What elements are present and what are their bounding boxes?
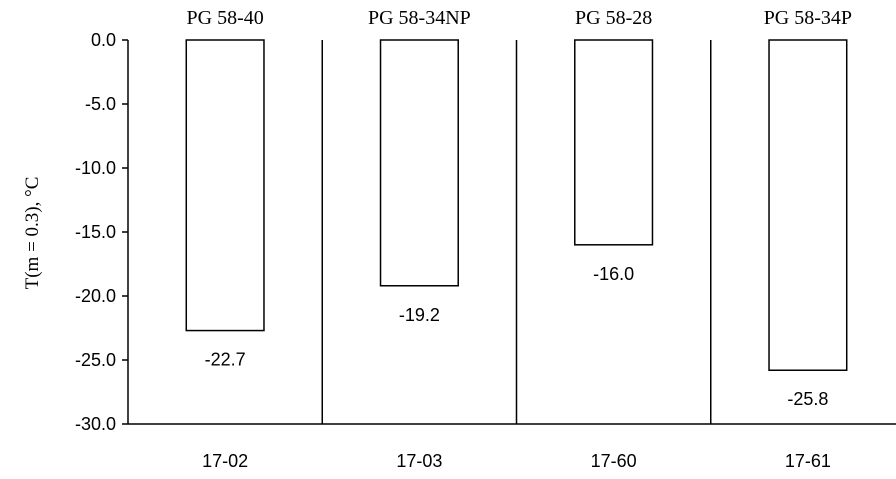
y-tick-label: 0.0 (91, 30, 116, 50)
x-tick-label: 17-61 (785, 451, 831, 471)
bar-17-60 (574, 39, 654, 246)
y-tick-label: -15.0 (75, 222, 116, 242)
group-label: PG 58-34P (764, 7, 852, 29)
bar-17-03 (379, 39, 459, 287)
group-dividers (321, 40, 712, 424)
data-label: -16.0 (593, 264, 634, 284)
x-tick-label: 17-03 (396, 451, 442, 471)
labels: -22.7 PG 58-40 17-02 -19.2 PG 58-34NP 17-03 -1… (187, 7, 853, 471)
bar-17-02 (185, 39, 265, 332)
x-tick-label: 17-60 (591, 451, 637, 471)
group-label: PG 58-28 (575, 7, 652, 29)
y-tick-label: -20.0 (75, 286, 116, 306)
y-tick-label: -10.0 (75, 158, 116, 178)
y-axis: 0.0 -5.0 -10.0 -15.0 -20.0 -25.0 -30.0 (75, 30, 896, 434)
group-label: PG 58-40 (187, 7, 264, 29)
y-axis-label: T(m = 0.3), °C (22, 177, 43, 290)
group-label: PG 58-34NP (368, 7, 471, 29)
bar-17-61 (768, 39, 848, 371)
data-label: -25.8 (787, 389, 828, 409)
x-tick-label: 17-02 (202, 451, 248, 471)
data-label: -22.7 (205, 350, 246, 370)
y-tick-label: -5.0 (85, 94, 116, 114)
bars (185, 39, 848, 371)
y-tick-label: -25.0 (75, 350, 116, 370)
y-tick-label: -30.0 (75, 414, 116, 434)
data-label: -19.2 (399, 305, 440, 325)
